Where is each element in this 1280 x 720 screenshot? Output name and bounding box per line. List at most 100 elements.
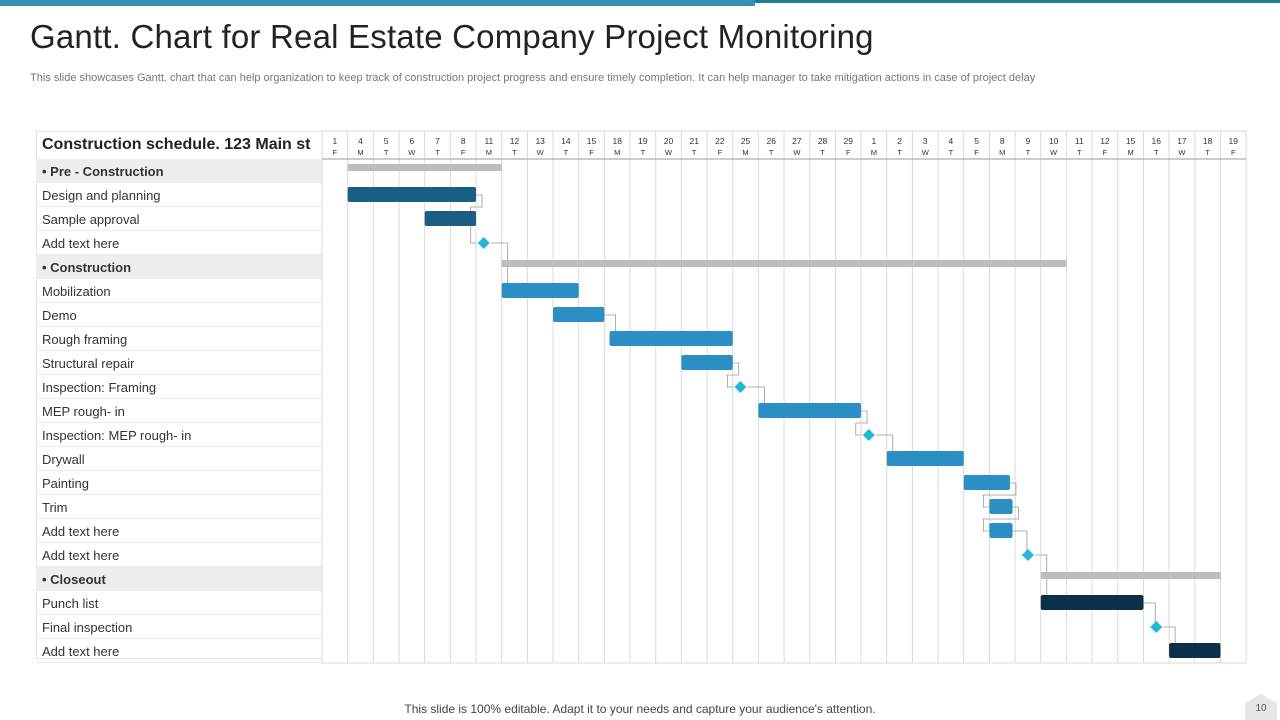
task-label: Design and planning	[42, 188, 161, 203]
task-label: Punch list	[42, 596, 99, 611]
task-label: Structural repair	[42, 356, 135, 371]
timeline-day-label: 12	[510, 136, 520, 146]
dependency-connector	[727, 362, 740, 388]
timeline-weekday-label: M	[999, 148, 1005, 157]
timeline-weekday-label: F	[718, 148, 723, 157]
row-separator	[36, 278, 322, 279]
timeline-weekday-label: F	[333, 148, 338, 157]
timeline-weekday-label: F	[461, 148, 466, 157]
timeline-day-label: 11	[1075, 136, 1084, 146]
timeline-day-label: 14	[561, 136, 571, 146]
timeline-weekday-label: W	[1050, 148, 1058, 157]
task-label: Add text here	[42, 236, 120, 251]
task-label: Final inspection	[42, 620, 133, 635]
summary-bar	[501, 260, 1067, 267]
task-label: Rough framing	[42, 332, 128, 347]
timeline-day-label: 9	[1026, 136, 1031, 146]
timeline-weekday-label: M	[614, 148, 620, 157]
task-label: Add text here	[42, 548, 120, 563]
timeline-day-label: 8	[461, 136, 466, 146]
page-number: 10	[1255, 703, 1267, 714]
task-bar	[347, 187, 477, 202]
task-label: Trim	[42, 500, 68, 515]
timeline-day-label: 5	[974, 136, 979, 146]
slide-title: Gantt. Chart for Real Estate Company Pro…	[30, 18, 874, 55]
task-label: Mobilization	[42, 284, 111, 299]
timeline-weekday-label: F	[974, 148, 979, 157]
task-bar	[609, 331, 733, 346]
timeline-weekday-label: F	[1103, 148, 1108, 157]
row-separator	[36, 566, 322, 567]
summary-bar	[1040, 572, 1221, 579]
row-separator	[36, 398, 322, 399]
timeline-weekday-label: T	[641, 148, 646, 157]
timeline-day-label: 10	[1049, 136, 1059, 146]
row-separator	[36, 182, 322, 183]
timeline-day-label: 26	[766, 136, 776, 146]
timeline-day-label: 4	[358, 136, 363, 146]
timeline-day-label: 7	[435, 136, 440, 146]
task-bar	[424, 211, 477, 226]
timeline-weekday-label: T	[692, 148, 697, 157]
row-separator	[36, 518, 322, 519]
timeline-weekday-label: T	[384, 148, 389, 157]
milestone-diamond	[1021, 549, 1034, 561]
timeline-weekday-label: F	[1231, 148, 1236, 157]
row-separator	[36, 614, 322, 615]
phase-label: • Pre - Construction	[42, 164, 164, 179]
timeline-weekday-label: T	[435, 148, 440, 157]
timeline-weekday-label: T	[1077, 148, 1082, 157]
row-separator	[36, 470, 322, 471]
timeline-day-label: 27	[792, 136, 802, 146]
timeline-weekday-label: M	[1127, 148, 1133, 157]
task-bar	[501, 283, 579, 298]
slide-subtitle: This slide showcases Gantt. chart that c…	[30, 72, 1036, 84]
timeline-day-label: 22	[715, 136, 725, 146]
schedule-header: Construction schedule. 123 Main st	[42, 136, 311, 153]
timeline-day-label: 25	[741, 136, 751, 146]
timeline-day-label: 1	[872, 136, 877, 146]
timeline-weekday-label: T	[949, 148, 954, 157]
timeline-weekday-label: W	[922, 148, 930, 157]
timeline-day-label: 18	[612, 136, 622, 146]
milestone-diamond	[477, 237, 490, 249]
milestone-diamond	[862, 429, 875, 441]
timeline-weekday-label: T	[564, 148, 569, 157]
row-separator	[36, 422, 322, 423]
timeline-day-label: 2	[897, 136, 902, 146]
timeline-day-label: 19	[638, 136, 648, 146]
group-band	[36, 255, 322, 279]
row-separator	[36, 494, 322, 495]
timeline-day-label: 18	[1203, 136, 1213, 146]
timeline-weekday-label: M	[357, 148, 363, 157]
timeline-weekday-label: W	[793, 148, 801, 157]
row-separator	[36, 350, 322, 351]
task-label: Drywall	[42, 452, 85, 467]
row-separator	[36, 374, 322, 375]
top-accent-line-thick	[0, 0, 755, 6]
timeline-day-label: 13	[535, 136, 545, 146]
dependency-connector	[855, 410, 868, 436]
group-band	[36, 567, 322, 591]
timeline-weekday-label: T	[1026, 148, 1031, 157]
timeline-day-label: 29	[844, 136, 854, 146]
task-list-panel	[36, 131, 322, 659]
task-bar	[553, 307, 605, 322]
summary-bar	[347, 164, 502, 171]
timeline-day-label: 4	[949, 136, 954, 146]
row-separator	[36, 662, 322, 663]
row-separator	[36, 590, 322, 591]
row-separator	[36, 446, 322, 447]
timeline-weekday-label: M	[871, 148, 877, 157]
timeline-weekday-label: M	[486, 148, 492, 157]
timeline-day-label: 21	[689, 136, 699, 146]
dependency-connector	[983, 506, 1019, 532]
timeline-day-label: 15	[587, 136, 597, 146]
page-badge-icon	[1245, 694, 1277, 720]
timeline-weekday-label: M	[742, 148, 748, 157]
task-bar	[681, 355, 733, 370]
row-separator	[36, 542, 322, 543]
task-label: Sample approval	[42, 212, 140, 227]
row-separator	[36, 254, 322, 255]
